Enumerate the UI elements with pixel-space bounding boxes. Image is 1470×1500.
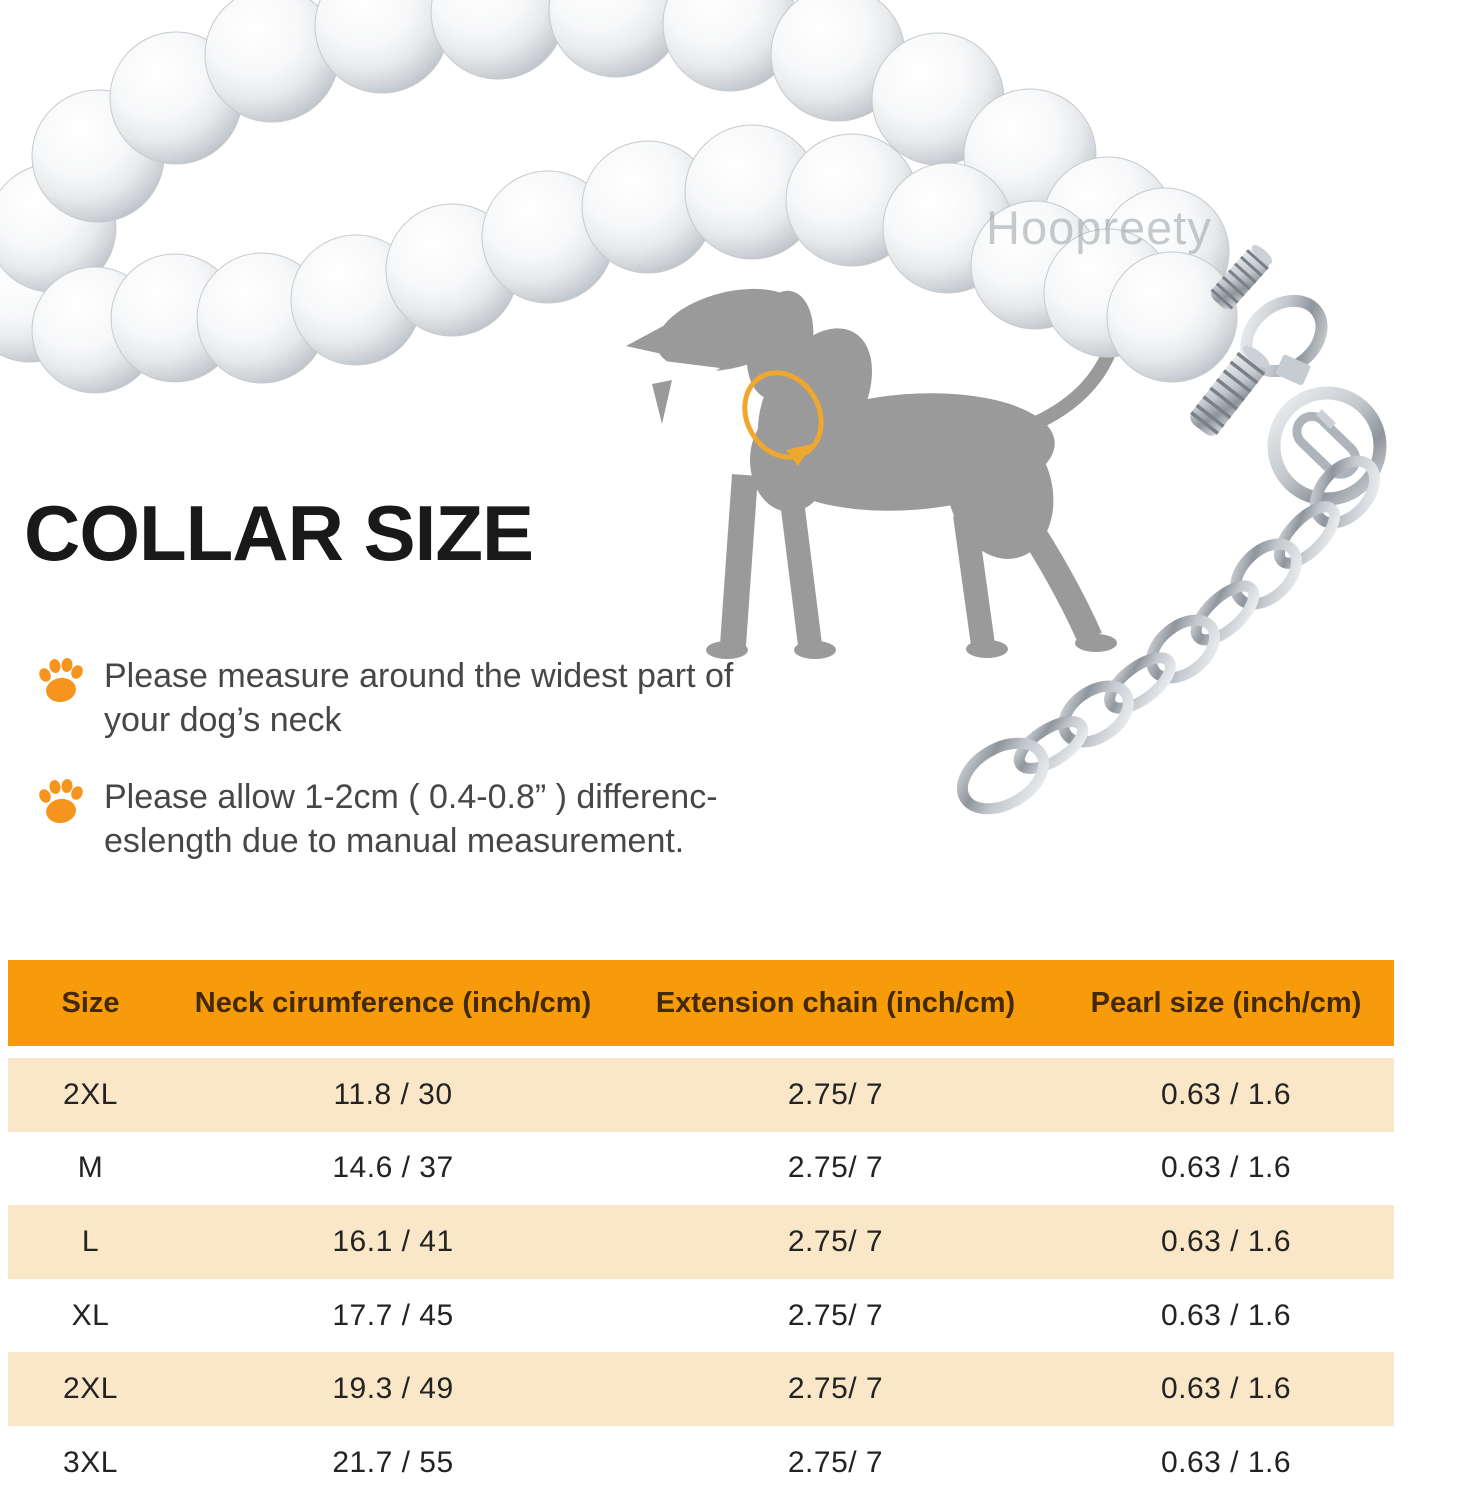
collar-illustration [0,0,1387,815]
spring-connector-bottom [1190,345,1270,436]
cell-chain: 2.75/ 7 [787,1445,884,1479]
cell-chain: 2.75/ 7 [787,1077,884,1111]
col-header-chain: Extension chain (inch/cm) [655,986,1016,1019]
table-row: 2XL 11.8 / 30 2.75/ 7 0.63 / 1.6 [8,1058,1394,1132]
cell-neck: 17.7 / 45 [332,1298,454,1332]
cell-neck: 11.8 / 30 [333,1077,453,1111]
cell-neck: 16.1 / 41 [332,1224,454,1258]
note-text: Please allow 1-2cm ( 0.4-0.8” ) differen… [104,778,718,860]
cell-size: L [81,1224,100,1258]
clasp-hardware [1190,245,1387,506]
bolt-snap-ring [1267,386,1387,506]
neck-measure-circle [742,370,824,466]
note-item: Please allow 1-2cm ( 0.4-0.8” ) differen… [36,775,916,863]
paw-icon [39,779,83,824]
table-row: M 14.6 / 37 2.75/ 7 0.63 / 1.6 [8,1131,1394,1206]
cell-pearl: 0.63 / 1.6 [1160,1298,1292,1332]
cell-chain: 2.75/ 7 [787,1151,884,1185]
measurement-notes: Please measure around the widest part of… [36,654,916,896]
table-row: L 16.1 / 41 2.75/ 7 0.63 / 1.6 [8,1205,1394,1279]
cell-size: M [77,1151,104,1185]
watermark: Hoopreety [986,201,1212,254]
page-title: COLLAR SIZE [24,489,534,577]
clasp-nut [1275,354,1311,386]
cell-pearl: 0.63 / 1.6 [1160,1445,1292,1479]
table-row: 2XL 19.3 / 49 2.75/ 7 0.63 / 1.6 [8,1352,1394,1426]
cell-chain: 2.75/ 7 [787,1298,884,1332]
cell-pearl: 0.63 / 1.6 [1160,1151,1292,1185]
note-item: Please measure around the widest part of… [36,654,916,742]
note-text: Please measure around the widest part of… [104,657,734,739]
paw-icon [39,658,83,703]
cell-size: XL [71,1298,110,1332]
col-header-pearl: Pearl size (inch/cm) [1090,986,1362,1019]
table-row: 3XL 21.7 / 55 2.75/ 7 0.63 / 1.6 [8,1425,1394,1500]
cell-pearl: 0.63 / 1.6 [1160,1372,1292,1406]
table-header-row: Size Neck cirumference (inch/cm) Extensi… [8,960,1394,1046]
cell-pearl: 0.63 / 1.6 [1160,1224,1292,1258]
cell-neck: 19.3 / 49 [332,1372,454,1406]
col-header-neck: Neck cirumference (inch/cm) [194,986,592,1019]
dog-silhouette [626,288,1117,659]
extension-chain [956,455,1381,815]
table-row: XL 17.7 / 45 2.75/ 7 0.63 / 1.6 [8,1278,1394,1353]
cell-neck: 14.6 / 37 [332,1151,454,1185]
cell-size: 3XL [63,1445,118,1479]
cell-pearl: 0.63 / 1.6 [1160,1077,1292,1111]
col-header-size: Size [61,986,120,1019]
cell-chain: 2.75/ 7 [787,1372,884,1406]
cell-chain: 2.75/ 7 [787,1224,884,1258]
size-table: Size Neck cirumference (inch/cm) Extensi… [8,960,1394,1500]
cell-size: 2XL [63,1372,118,1406]
spring-connector-top [1210,245,1273,310]
cell-size: 2XL [63,1077,118,1111]
cell-neck: 21.7 / 55 [332,1445,454,1479]
pearl-strand [0,0,1238,394]
